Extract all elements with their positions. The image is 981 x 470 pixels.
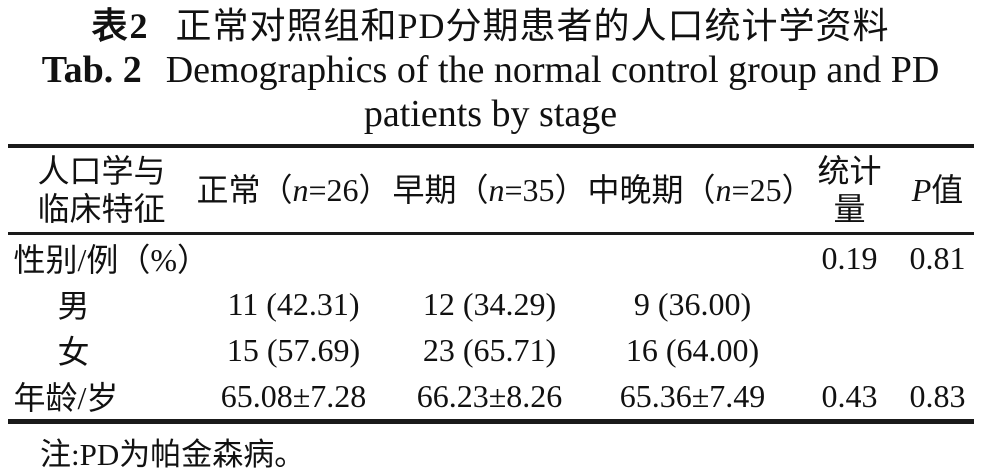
caption-line-en: Tab. 2 Demographics of the normal control… bbox=[0, 48, 981, 92]
header-pvalue-var: P bbox=[911, 172, 932, 208]
caption-text-en: Demographics of the normal control group… bbox=[165, 49, 940, 91]
cell-female-normal: 15 (57.69) bbox=[226, 331, 361, 368]
header-statistic-line2: 量 bbox=[833, 191, 866, 227]
row-label-gender: 性别/例（%） bbox=[13, 242, 210, 278]
cell-gender-normal bbox=[196, 234, 392, 282]
header-characteristic: 人口学与 临床特征 bbox=[7, 146, 196, 235]
table-row-female: 女 15 (57.69) 23 (65.71) 16 (64.00) bbox=[8, 327, 974, 373]
cell-male-midlate: 9 (36.00) bbox=[633, 285, 752, 322]
header-normal-pre: 正常（ bbox=[196, 172, 293, 208]
cell-age-midlate: 65.36±7.49 bbox=[619, 377, 766, 414]
table-body: 性别/例（%） 0.19 0.81 男 11 (42.31) 12 (34.29… bbox=[8, 234, 974, 422]
header-early-pre: 早期（ bbox=[392, 172, 489, 208]
header-early-nvar: n bbox=[488, 172, 505, 208]
cell-age-statistic: 0.43 bbox=[821, 377, 878, 414]
table-row-gender: 性别/例（%） 0.19 0.81 bbox=[8, 234, 974, 282]
cell-gender-pvalue: 0.81 bbox=[909, 239, 966, 276]
cell-age-early: 66.23±8.26 bbox=[416, 377, 563, 414]
table-footnote: 注:PD为帕金森病。 bbox=[40, 437, 306, 470]
header-midlate-group: 中晚期（n=25） bbox=[587, 146, 814, 235]
table-row-age: 年龄/岁 65.08±7.28 66.23±8.26 65.36±7.49 0.… bbox=[8, 373, 974, 422]
header-statistic: 统计 量 bbox=[797, 146, 902, 235]
cell-age-normal: 65.08±7.28 bbox=[220, 377, 367, 414]
cell-gender-midlate bbox=[588, 234, 798, 282]
cell-gender-early bbox=[392, 234, 588, 282]
table-row-male: 男 11 (42.31) 12 (34.29) 9 (36.00) bbox=[8, 281, 974, 327]
header-midlate-pre: 中晚期（ bbox=[587, 172, 716, 208]
caption-label-en: Tab. 2 bbox=[41, 49, 142, 91]
cell-female-statistic bbox=[798, 327, 902, 373]
header-normal-nvar: n bbox=[292, 172, 309, 208]
demographics-table: 人口学与 临床特征 正常（n=26） 早期（n=35） 中晚期（n=25） 统计… bbox=[7, 144, 974, 424]
header-row: 人口学与 临床特征 正常（n=26） 早期（n=35） 中晚期（n=25） 统计… bbox=[7, 146, 974, 235]
caption-line-en-2: patients by stage bbox=[0, 92, 981, 136]
header-statistic-line1: 统计 bbox=[817, 153, 882, 189]
table-header: 人口学与 临床特征 正常（n=26） 早期（n=35） 中晚期（n=25） 统计… bbox=[7, 146, 974, 235]
header-pvalue-post: 值 bbox=[931, 172, 964, 208]
header-characteristic-line1: 人口学与 bbox=[37, 153, 166, 189]
caption-line-zh: 表2 正常对照组和PD分期患者的人口统计学资料 bbox=[0, 4, 981, 48]
header-midlate-nvar: n bbox=[715, 172, 732, 208]
table-caption: 表2 正常对照组和PD分期患者的人口统计学资料 Tab. 2 Demographic… bbox=[0, 0, 981, 136]
caption-text-zh: 正常对照组和PD分期患者的人口统计学资料 bbox=[175, 6, 890, 46]
header-normal-post: =26） bbox=[308, 172, 391, 208]
cell-male-early: 12 (34.29) bbox=[422, 285, 557, 322]
header-midlate-post: =25） bbox=[731, 172, 814, 208]
header-early-group: 早期（n=35） bbox=[391, 146, 588, 235]
cell-female-early: 23 (65.71) bbox=[422, 331, 557, 368]
row-label-female: 女 bbox=[57, 334, 90, 370]
row-label-age: 年龄/岁 bbox=[13, 380, 119, 416]
header-early-post: =35） bbox=[504, 172, 587, 208]
caption-label-zh: 表2 bbox=[91, 6, 150, 46]
row-label-male: 男 bbox=[57, 288, 90, 324]
cell-female-pvalue bbox=[902, 327, 974, 373]
header-characteristic-line2: 临床特征 bbox=[37, 191, 166, 227]
caption-text-en-2: patients by stage bbox=[363, 93, 618, 135]
cell-age-pvalue: 0.83 bbox=[909, 377, 966, 414]
cell-male-pvalue bbox=[902, 281, 974, 327]
cell-gender-statistic: 0.19 bbox=[821, 239, 878, 276]
header-pvalue: P值 bbox=[901, 146, 974, 235]
header-normal-group: 正常（n=26） bbox=[195, 146, 392, 235]
cell-male-normal: 11 (42.31) bbox=[227, 285, 360, 322]
cell-female-midlate: 16 (64.00) bbox=[625, 331, 760, 368]
cell-male-statistic bbox=[798, 281, 902, 327]
